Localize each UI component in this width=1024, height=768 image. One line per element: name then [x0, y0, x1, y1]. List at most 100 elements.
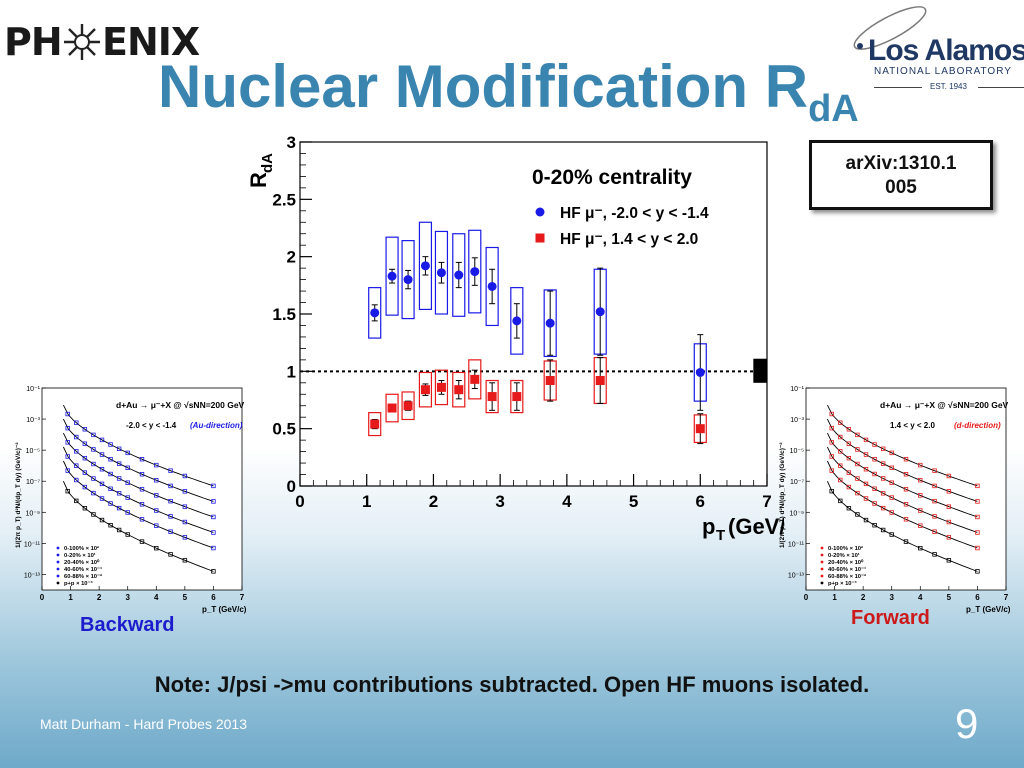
spectra-x-tick-label: 3 — [125, 593, 130, 602]
spectra-subtitle: 1.4 < y < 2.0 — [890, 421, 935, 430]
spectra-data-point — [889, 450, 894, 456]
systematic-box — [468, 229, 482, 314]
spectra-data-point — [855, 447, 860, 452]
spectra-data-point — [918, 508, 923, 513]
spectra-data-point — [838, 434, 843, 440]
spectra-x-tick-label: 1 — [832, 593, 837, 602]
spectra-data-point — [846, 441, 852, 446]
spectra-data-point — [99, 481, 105, 487]
chart-title: 0-20% centrality — [532, 166, 692, 189]
spectra-data-point — [975, 545, 980, 551]
spectra-y-tick-label: 10⁻¹ — [26, 386, 40, 393]
spectra-data-point — [125, 465, 130, 470]
x-axis-label-sub: T — [716, 527, 725, 544]
spectra-data-point — [872, 486, 877, 491]
spectra-legend-entry: p+p × 10⁻³ — [64, 580, 93, 587]
systematic-box — [543, 289, 557, 358]
spectra-data-point — [855, 512, 860, 517]
spectra-data-point — [946, 489, 952, 494]
spectra-x-tick-label: 6 — [975, 593, 980, 602]
spectra-data-point — [918, 523, 923, 528]
spectra-data-point — [863, 437, 869, 443]
data-point-square — [695, 424, 705, 434]
spectra-data-point — [108, 501, 113, 506]
spectra-data-point — [99, 467, 105, 472]
data-point-square — [403, 401, 413, 411]
forward-label: Forward — [851, 607, 930, 629]
page-number: 9 — [955, 700, 979, 747]
spectra-data-point — [125, 510, 130, 515]
backward-spectra-chart: 0 1 2 3 4 5 6 7 10⁻¹ 10⁻³ 10⁻⁵ 10⁻⁷ 10⁻⁹ 10⁻¹¹ 10⁻¹³ d+… — [15, 386, 247, 614]
data-point-circle — [370, 308, 380, 318]
spectra-y-tick-label: 10⁻⁹ — [26, 510, 40, 517]
spectra-data-point — [91, 432, 96, 438]
spectra-y-tick-label: 10⁻¹³ — [788, 572, 805, 579]
data-point-square — [370, 419, 380, 429]
data-point-square — [595, 376, 605, 386]
spectra-data-point — [139, 472, 145, 477]
legend-entry: HF μ⁻, 1.4 < y < 2.0 — [560, 231, 698, 248]
spectra-legend-entry: 60-88% × 10⁻² — [64, 573, 102, 580]
lanl-est: EST. 1943 — [930, 82, 967, 91]
spectra-data-point — [65, 425, 70, 431]
spectra-data-point — [946, 519, 952, 525]
spectra-data-point — [211, 530, 216, 535]
spectra-data-point — [91, 476, 96, 481]
legend-entry: HF μ⁻, -2.0 < y < -1.4 — [560, 205, 709, 222]
spectra-data-point — [932, 483, 937, 489]
atom-orbit-icon — [853, 6, 927, 50]
spectra-x-axis-label: p_T (GeV/c) — [966, 605, 1011, 614]
spectra-legend-entry: 20-40% × 10⁰ — [828, 559, 864, 566]
spectra-y-axis-label: 1/(2π p_T) d²N/(dp_T dy) (GeV/c)⁻² — [779, 442, 786, 548]
spectra-data-point — [863, 496, 869, 501]
arxiv-reference-box: arXiv:1310.1 005 — [809, 140, 993, 210]
spectra-data-point — [74, 449, 79, 454]
spectra-fit-curve — [826, 446, 978, 533]
spectra-y-tick-label: 10⁻³ — [26, 417, 40, 424]
spectra-x-tick-label: 4 — [918, 593, 923, 602]
systematic-box — [485, 379, 499, 414]
title-main: Nuclear Modification R — [158, 53, 809, 120]
spectra-data-point — [932, 552, 937, 557]
lanl-logo: Los Alamos NATIONAL LABORATORY EST. 1943 — [840, 2, 1024, 94]
backward-label: Backward — [80, 614, 175, 636]
spectra-data-point — [168, 514, 173, 519]
spectra-data-point — [889, 480, 894, 485]
spectra-data-point — [125, 450, 130, 456]
spectra-data-point — [903, 472, 909, 477]
x-tick-label: 5 — [629, 492, 638, 511]
data-point-square — [545, 376, 555, 386]
y-tick-label: 0.5 — [272, 420, 296, 439]
y-tick-label: 3 — [287, 133, 296, 152]
spectra-data-point — [903, 517, 909, 522]
systematic-box — [368, 287, 382, 339]
spectra-y-tick-label: 10⁻⁷ — [26, 479, 40, 486]
spectra-data-point — [108, 442, 113, 447]
forward-spectra-chart: 0 1 2 3 4 5 6 7 10⁻¹ 10⁻³ 10⁻⁵ 10⁻⁷ 10⁻⁹ 10⁻¹¹ 10⁻¹³ d+… — [779, 386, 1011, 614]
spectra-x-tick-label: 2 — [861, 593, 866, 602]
spectra-y-axis-label: 1/(2π p_T) d²N/(dp_T dy) (GeV/c)⁻² — [15, 442, 22, 548]
spectra-data-point — [125, 480, 130, 485]
plot-frame — [299, 141, 768, 487]
spectra-data-point — [932, 498, 937, 504]
spectra-legend-marker — [820, 546, 824, 550]
systematic-box — [485, 246, 499, 327]
y-tick-label: 2.5 — [272, 190, 296, 209]
spectra-x-tick-label: 1 — [68, 593, 73, 602]
systematic-box — [434, 230, 449, 315]
spectra-x-tick-label: 7 — [1004, 593, 1009, 602]
spectra-data-point — [211, 483, 216, 489]
spectra-data-point — [829, 425, 834, 431]
data-point-circle — [470, 267, 480, 277]
spectra-data-point — [154, 545, 159, 551]
spectra-data-point — [863, 452, 869, 457]
spectra-x-axis-label: p_T (GeV/c) — [202, 605, 247, 614]
x-tick-label: 6 — [696, 492, 705, 511]
phenix-logo-right: ENIX — [102, 20, 200, 64]
spectra-data-point — [855, 490, 860, 496]
spectra-data-point — [872, 523, 877, 528]
spectra-data-point — [82, 441, 88, 446]
arxiv-line-1: arXiv:1310.1 — [845, 153, 957, 174]
spectra-y-tick-label: 10⁻¹³ — [24, 572, 41, 579]
data-point-square — [436, 382, 446, 392]
